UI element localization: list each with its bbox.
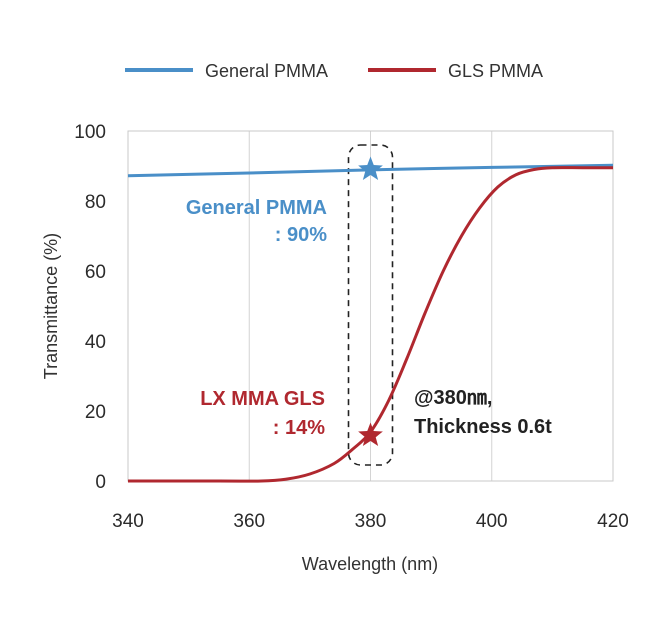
plot-frame [127,130,614,482]
x-tick-label: 380 [355,511,387,532]
series-line-gls-pmma [128,166,613,483]
y-tick-label: 20 [85,402,106,423]
marker-gls-pmma-380 [358,422,383,447]
legend-label-gls-pmma: GLS PMMA [448,61,543,81]
legend-label-general-pmma: General PMMA [205,61,328,81]
annotation-general-value: : 90% [275,224,327,246]
x-tick-label: 340 [112,511,144,532]
highlight-380nm-box [347,144,394,466]
y-tick-label: 40 [85,332,106,353]
y-axis-label: Transmittance (%) [41,233,61,379]
annotation-gls-name: LX MMA GLS [200,388,325,410]
annotation-condition-thickness: Thickness 0.6t [414,416,552,438]
y-tick-label: 60 [85,262,106,283]
annotation-condition-wavelength: @380㎚, [414,387,492,409]
x-tick-label: 360 [233,511,265,532]
marker-general-pmma-380 [358,156,383,181]
x-tick-label: 400 [476,511,508,532]
y-axis-ticks: 0 20 40 60 80 100 [74,122,106,493]
annotation-general-name: General PMMA [186,197,327,219]
annotation-gls-value: : 14% [273,417,325,439]
y-tick-label: 0 [95,472,106,493]
x-tick-label: 420 [597,511,629,532]
y-tick-label: 80 [85,192,106,213]
x-axis-ticks: 340 360 380 400 420 [112,511,629,532]
y-tick-label: 100 [74,122,106,143]
x-axis-label: Wavelength (nm) [302,554,438,574]
legend: General PMMA GLS PMMA [125,61,543,81]
